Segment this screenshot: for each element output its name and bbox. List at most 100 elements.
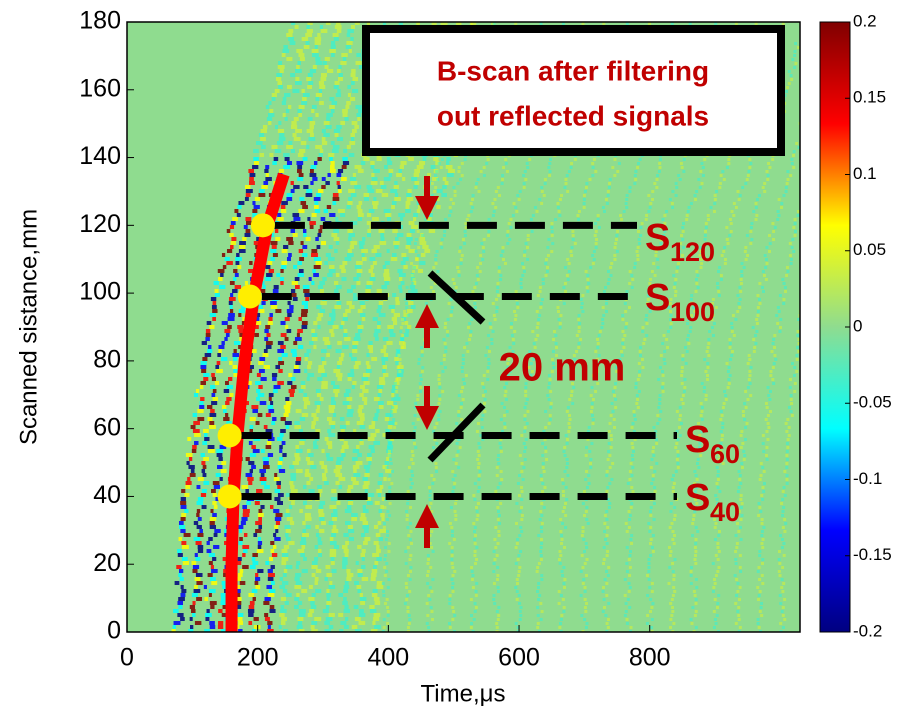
heatmap-texture — [426, 582, 429, 585]
heatmap-texture — [363, 505, 366, 509]
heatmap-texture — [487, 234, 490, 237]
heatmap-texture — [518, 198, 521, 201]
heatmap-texture — [352, 121, 358, 125]
heatmap-texture — [451, 566, 454, 569]
heatmap-texture — [631, 426, 634, 429]
heatmap-texture — [375, 501, 380, 505]
heatmap-texture — [659, 394, 662, 397]
heatmap-texture — [503, 414, 506, 417]
heatmap-texture — [384, 574, 387, 577]
heatmap-texture — [214, 281, 219, 285]
heatmap-texture — [417, 410, 420, 413]
heatmap-texture — [567, 430, 570, 433]
heatmap-texture — [559, 326, 562, 329]
heatmap-texture — [612, 410, 615, 413]
heatmap-texture — [789, 386, 792, 389]
heatmap-texture — [250, 417, 256, 421]
heatmap-texture — [786, 458, 789, 461]
heatmap-texture — [301, 201, 307, 205]
heatmap-texture — [301, 141, 307, 145]
heatmap-texture — [259, 189, 264, 193]
heatmap-texture — [546, 266, 549, 269]
heatmap-texture — [328, 257, 335, 261]
heatmap-texture — [315, 113, 318, 117]
heatmap-texture — [756, 198, 759, 201]
heatmap-texture — [463, 382, 466, 385]
heatmap-texture — [622, 338, 625, 341]
heatmap-texture — [605, 198, 608, 201]
heatmap-texture — [388, 169, 393, 173]
heatmap-texture — [771, 222, 774, 225]
heatmap-texture — [410, 229, 415, 233]
heatmap-texture — [322, 177, 326, 181]
heatmap-texture — [743, 418, 746, 421]
heatmap-texture — [717, 470, 720, 473]
heatmap-texture — [231, 241, 236, 245]
heatmap-texture — [560, 534, 563, 537]
heatmap-texture — [257, 549, 264, 553]
heatmap-texture — [558, 590, 561, 593]
heatmap-texture — [338, 209, 345, 213]
heatmap-texture — [670, 502, 673, 505]
heatmap-texture — [334, 469, 341, 473]
heatmap-texture — [438, 398, 441, 401]
heatmap-texture — [344, 609, 350, 613]
heatmap-texture — [783, 486, 786, 489]
heatmap-texture — [405, 598, 408, 601]
heatmap-texture — [414, 402, 417, 405]
heatmap-texture — [722, 406, 725, 409]
heatmap-texture — [769, 370, 772, 373]
heatmap-texture — [179, 525, 185, 529]
heatmap-texture — [414, 414, 417, 417]
heatmap-texture — [233, 365, 238, 369]
heatmap-texture — [744, 390, 747, 393]
heatmap-texture — [695, 578, 698, 581]
heatmap-texture — [563, 546, 566, 549]
heatmap-texture — [362, 477, 367, 481]
heatmap-texture — [676, 450, 679, 453]
heatmap-texture — [431, 482, 434, 485]
heatmap-texture — [348, 501, 353, 505]
heatmap-texture — [302, 325, 308, 329]
heatmap-texture — [638, 374, 641, 377]
heatmap-texture — [519, 550, 522, 553]
heatmap-texture — [351, 25, 355, 29]
heatmap-texture — [233, 269, 237, 273]
heatmap-texture — [695, 602, 698, 605]
heatmap-texture — [261, 185, 267, 189]
heatmap-texture — [323, 609, 329, 613]
heatmap-texture — [717, 486, 720, 489]
heatmap-texture — [370, 433, 376, 437]
y-tick-label: 80 — [93, 345, 121, 373]
heatmap-texture — [266, 345, 272, 349]
heatmap-texture — [754, 334, 757, 337]
heatmap-texture — [420, 346, 423, 349]
heatmap-texture — [179, 537, 183, 541]
heatmap-texture — [735, 594, 738, 597]
heatmap-texture — [184, 533, 191, 537]
heatmap-texture — [270, 505, 273, 509]
heatmap-texture — [272, 245, 277, 249]
heatmap-texture — [588, 450, 591, 453]
heatmap-texture — [311, 625, 315, 629]
heatmap-texture — [297, 165, 302, 169]
heatmap-texture — [325, 181, 329, 185]
heatmap-texture — [646, 622, 649, 625]
heatmap-texture — [802, 306, 805, 309]
heatmap-texture — [437, 189, 443, 193]
heatmap-texture — [527, 234, 530, 237]
heatmap-texture — [565, 498, 568, 501]
heatmap-texture — [602, 586, 605, 589]
heatmap-texture — [238, 557, 242, 561]
heatmap-texture — [342, 109, 348, 113]
heatmap-texture — [765, 262, 768, 265]
heatmap-texture — [474, 482, 477, 485]
heatmap-texture — [323, 133, 329, 137]
heatmap-texture — [337, 29, 342, 33]
heatmap-texture — [302, 205, 308, 209]
heatmap-texture — [291, 377, 295, 381]
heatmap-texture — [377, 157, 382, 161]
heatmap-texture — [338, 189, 342, 193]
heatmap-texture — [308, 453, 313, 457]
